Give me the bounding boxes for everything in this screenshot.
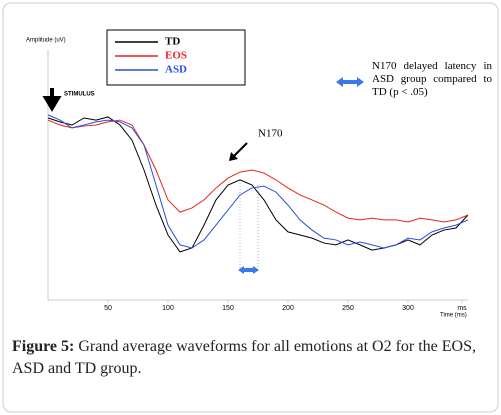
series-line [47, 119, 469, 223]
x-tick-label: 300 [402, 305, 414, 312]
x-tick-label: 50 [104, 305, 112, 312]
x-tick-label: 100 [162, 305, 174, 312]
stimulus-label: STIMULUS [64, 92, 95, 98]
legend-label: EOS [165, 50, 187, 62]
latency-arrow [238, 266, 259, 274]
note: N170 delayed latency in ASD group compar… [372, 60, 492, 98]
x-tick-label: 250 [342, 305, 354, 312]
peak-arrowhead [229, 152, 238, 161]
peak-arrow [232, 142, 248, 158]
note-arrow [336, 77, 364, 87]
y-label: Amplitude (uV) [26, 38, 66, 44]
x-tick-label: 200 [282, 305, 294, 312]
caption: Figure 5: Grand average waveforms for al… [12, 336, 487, 380]
x-tick-label: 150 [222, 305, 234, 312]
peak-label: N170 [258, 128, 283, 140]
caption-text: Grand average waveforms for all emotions… [12, 338, 477, 377]
x-label: Time (ms) [440, 313, 467, 319]
legend [106, 29, 246, 86]
legend-label: ASD [165, 64, 187, 76]
caption-label: Figure 5: [12, 338, 75, 355]
stimulus-arrow [42, 88, 62, 112]
series-line [47, 114, 469, 249]
legend-label: TD [165, 36, 180, 48]
note-box: N170 delayed latency in ASD group compar… [372, 60, 492, 98]
x-tick-label: ms [457, 305, 467, 312]
